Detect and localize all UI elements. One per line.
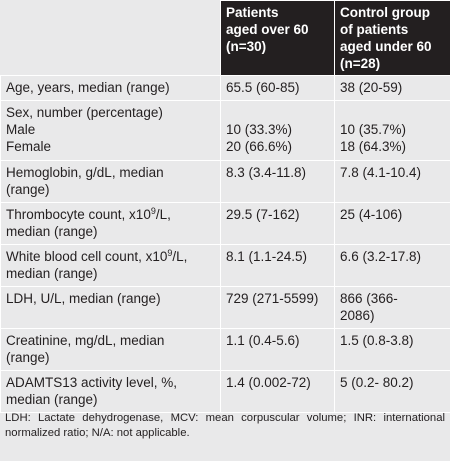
label-text: White blood cell count, x10 xyxy=(6,249,168,264)
cell-line: 1.1 (0.4-5.6) xyxy=(226,333,300,348)
cell-line: Female xyxy=(6,139,52,154)
cell-line: median (range) xyxy=(6,224,98,239)
cell-line: Male xyxy=(6,122,36,137)
cell-line xyxy=(226,104,330,121)
header-patients-over-60: Patients aged over 60 (n=30) xyxy=(220,0,335,76)
cell-line: 38 (20-59) xyxy=(340,80,403,95)
header-line: Patients xyxy=(226,5,279,20)
row-value-over-60: 65.5 (60-85) xyxy=(220,75,335,101)
cell-line: White blood cell count, x109/L, xyxy=(6,248,216,265)
row-label: White blood cell count, x109/L, median (… xyxy=(0,244,221,287)
cell-line: Sex, number (percentage) xyxy=(6,105,163,120)
cell-line: 20 (66.6%) xyxy=(226,139,293,154)
row-value-over-60: 8.3 (3.4-11.8) xyxy=(220,160,335,203)
label-text: Thrombocyte count, x10 xyxy=(6,207,151,222)
cell-line: ADAMTS13 activity level, %, xyxy=(6,375,178,390)
row-value-over-60: 1.4 (0.002-72) xyxy=(220,370,335,413)
header-line: of patients xyxy=(340,22,409,37)
header-line: (n=28) xyxy=(340,56,381,71)
cell-line: 65.5 (60-85) xyxy=(226,80,300,95)
row-label: ADAMTS13 activity level, %, median (rang… xyxy=(0,370,221,413)
cell-line: 1.5 (0.8-3.8) xyxy=(340,333,414,348)
cell-line: LDH, U/L, median (range) xyxy=(6,291,161,306)
header-empty-cell xyxy=(0,0,221,76)
superscript: 9 xyxy=(167,248,173,258)
table-row: White blood cell count, x109/L, median (… xyxy=(0,244,450,287)
row-value-under-60: 1.5 (0.8-3.8) xyxy=(334,328,450,371)
cell-line: 7.8 (4.1-10.4) xyxy=(340,165,422,180)
cell-line: 29.5 (7-162) xyxy=(226,207,300,222)
table-row: Hemoglobin, g/dL, median (range) 8.3 (3.… xyxy=(0,160,450,203)
row-value-under-60: 5 (0.2- 80.2) xyxy=(334,370,450,413)
label-text: /L, xyxy=(155,207,171,222)
table-row: ADAMTS13 activity level, %, median (rang… xyxy=(0,370,450,413)
comparison-table: Patients aged over 60 (n=30) Control gro… xyxy=(0,0,450,413)
row-label: Thrombocyte count, x109/L, median (range… xyxy=(0,202,221,245)
cell-line: 866 (366- xyxy=(340,291,398,306)
row-label: Age, years, median (range) xyxy=(0,75,221,101)
row-value-over-60: 8.1 (1.1-24.5) xyxy=(220,244,335,287)
cell-line: Hemoglobin, g/dL, median xyxy=(6,165,164,180)
row-value-over-60: 10 (33.3%) 20 (66.6%) xyxy=(220,100,335,161)
cell-line: 8.1 (1.1-24.5) xyxy=(226,249,308,264)
row-value-under-60: 866 (366- 2086) xyxy=(334,286,450,329)
row-value-under-60: 25 (4-106) xyxy=(334,202,450,245)
cell-line: 5 (0.2- 80.2) xyxy=(340,375,414,390)
cell-line: 729 (271-5599) xyxy=(226,291,319,306)
cell-line: 1.4 (0.002-72) xyxy=(226,375,311,390)
cell-line: (range) xyxy=(6,350,50,365)
row-label: Creatinine, mg/dL, median (range) xyxy=(0,328,221,371)
row-value-under-60: 6.6 (3.2-17.8) xyxy=(334,244,450,287)
header-line: aged under 60 xyxy=(340,39,432,54)
cell-line: 10 (35.7%) xyxy=(340,122,407,137)
header-control-under-60: Control group of patients aged under 60 … xyxy=(334,0,450,76)
cell-line: Creatinine, mg/dL, median xyxy=(6,333,165,348)
row-label: Hemoglobin, g/dL, median (range) xyxy=(0,160,221,203)
cell-line xyxy=(340,104,446,121)
table-row: Sex, number (percentage) Male Female 10 … xyxy=(0,100,450,161)
table-row: Thrombocyte count, x109/L, median (range… xyxy=(0,202,450,245)
cell-line: 18 (64.3%) xyxy=(340,139,407,154)
row-value-over-60: 29.5 (7-162) xyxy=(220,202,335,245)
header-row: Patients aged over 60 (n=30) Control gro… xyxy=(0,0,450,76)
header-line: aged over 60 xyxy=(226,22,309,37)
cell-line: 25 (4-106) xyxy=(340,207,403,222)
cell-line: 10 (33.3%) xyxy=(226,122,293,137)
row-value-under-60: 38 (20-59) xyxy=(334,75,450,101)
cell-line: 8.3 (3.4-11.8) xyxy=(226,165,307,180)
header-line: Control group xyxy=(340,5,430,20)
cell-line: 2086) xyxy=(340,308,375,323)
table-row: Age, years, median (range) 65.5 (60-85) … xyxy=(0,75,450,101)
superscript: 9 xyxy=(150,206,156,216)
table-row: Creatinine, mg/dL, median (range) 1.1 (0… xyxy=(0,328,450,371)
table-row: LDH, U/L, median (range) 729 (271-5599) … xyxy=(0,286,450,329)
cell-line: median (range) xyxy=(6,392,98,407)
cell-line: Age, years, median (range) xyxy=(6,80,170,95)
cell-line: median (range) xyxy=(6,266,98,281)
header-line: (n=30) xyxy=(226,39,267,54)
row-label: LDH, U/L, median (range) xyxy=(0,286,221,329)
row-label: Sex, number (percentage) Male Female xyxy=(0,100,221,161)
row-value-over-60: 1.1 (0.4-5.6) xyxy=(220,328,335,371)
cell-line: (range) xyxy=(6,182,50,197)
label-text: /L, xyxy=(172,249,188,264)
table-footnote: LDH: Lactate dehydrogenase, MCV: mean co… xyxy=(5,412,445,439)
cell-line: 6.6 (3.2-17.8) xyxy=(340,249,422,264)
row-value-under-60: 7.8 (4.1-10.4) xyxy=(334,160,450,203)
cell-line: Thrombocyte count, x109/L, xyxy=(6,206,216,223)
row-value-under-60: 10 (35.7%) 18 (64.3%) xyxy=(334,100,450,161)
row-value-over-60: 729 (271-5599) xyxy=(220,286,335,329)
